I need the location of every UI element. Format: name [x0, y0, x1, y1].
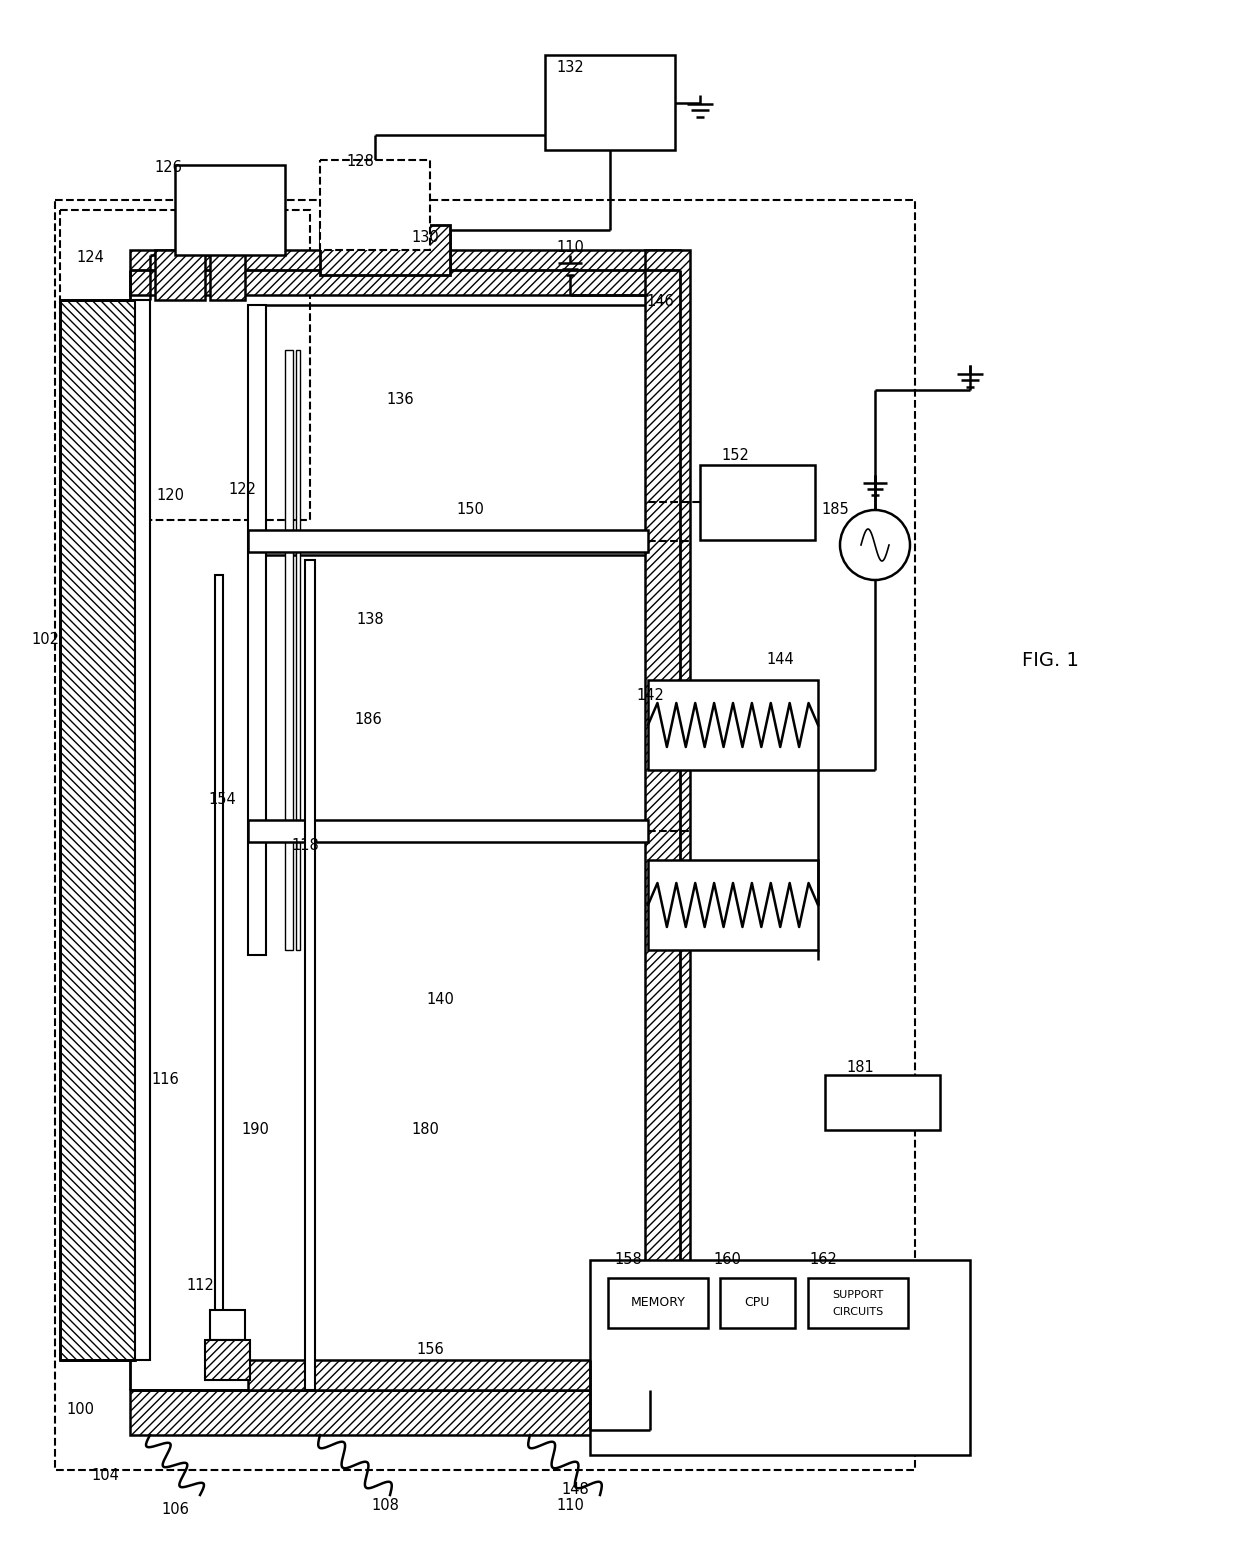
Text: 108: 108: [371, 1498, 399, 1513]
Bar: [808, 1277, 908, 1329]
Bar: [248, 306, 649, 556]
Text: 122: 122: [228, 483, 255, 498]
Bar: [320, 160, 430, 250]
Text: 156: 156: [417, 1342, 444, 1358]
Bar: [60, 210, 310, 520]
Text: 138: 138: [356, 613, 384, 627]
Text: 100: 100: [66, 1403, 94, 1417]
Bar: [285, 351, 293, 950]
Bar: [296, 351, 300, 950]
Text: 190: 190: [241, 1122, 269, 1138]
Text: 126: 126: [154, 160, 182, 175]
Text: 130: 130: [412, 231, 439, 245]
Text: 181: 181: [846, 1060, 874, 1076]
Text: 142: 142: [636, 688, 663, 703]
Bar: [130, 1391, 680, 1436]
Text: 180: 180: [412, 1122, 439, 1138]
Bar: [649, 680, 818, 770]
Bar: [135, 300, 150, 1360]
Bar: [305, 560, 315, 1391]
Bar: [55, 200, 915, 1470]
Text: 106: 106: [161, 1502, 188, 1518]
Bar: [248, 306, 267, 954]
Bar: [248, 1360, 649, 1391]
Bar: [205, 1339, 250, 1380]
Text: 104: 104: [91, 1468, 119, 1482]
Text: 120: 120: [156, 487, 184, 503]
Bar: [608, 1277, 708, 1329]
Text: 110: 110: [556, 241, 584, 256]
Text: 110: 110: [556, 1498, 584, 1513]
Bar: [215, 574, 223, 1315]
Bar: [320, 225, 450, 275]
Text: 118: 118: [291, 838, 319, 852]
Text: FIG. 1: FIG. 1: [1022, 650, 1079, 669]
Bar: [649, 860, 818, 950]
Text: 162: 162: [808, 1252, 837, 1268]
Bar: [701, 466, 815, 540]
Text: 102: 102: [31, 633, 60, 647]
Text: 116: 116: [151, 1072, 179, 1088]
Bar: [60, 300, 135, 1360]
Bar: [210, 1310, 246, 1339]
Bar: [210, 250, 246, 300]
Bar: [155, 250, 205, 300]
Text: 160: 160: [713, 1252, 742, 1268]
Text: 186: 186: [355, 712, 382, 728]
Text: 152: 152: [722, 447, 749, 462]
Text: 146: 146: [646, 295, 673, 309]
Bar: [248, 529, 649, 553]
Text: CPU: CPU: [744, 1296, 770, 1310]
Bar: [590, 1260, 970, 1456]
Text: 128: 128: [346, 155, 374, 169]
Text: 140: 140: [427, 992, 454, 1007]
Bar: [175, 165, 285, 255]
Text: 154: 154: [208, 793, 236, 807]
Text: CIRCUITS: CIRCUITS: [832, 1307, 884, 1318]
Text: MEMORY: MEMORY: [631, 1296, 686, 1310]
Bar: [645, 250, 689, 1436]
Text: 185: 185: [821, 503, 849, 517]
Text: 150: 150: [456, 503, 484, 517]
Bar: [130, 250, 680, 295]
Text: 132: 132: [556, 61, 584, 76]
Text: 158: 158: [614, 1252, 642, 1268]
Bar: [720, 1277, 795, 1329]
Text: 148: 148: [562, 1482, 589, 1498]
Text: 112: 112: [186, 1277, 215, 1293]
Bar: [546, 54, 675, 151]
Bar: [248, 819, 649, 843]
Text: SUPPORT: SUPPORT: [832, 1290, 884, 1301]
Text: 124: 124: [76, 250, 104, 265]
Bar: [825, 1076, 940, 1130]
Text: 144: 144: [766, 652, 794, 667]
Text: 136: 136: [386, 393, 414, 408]
